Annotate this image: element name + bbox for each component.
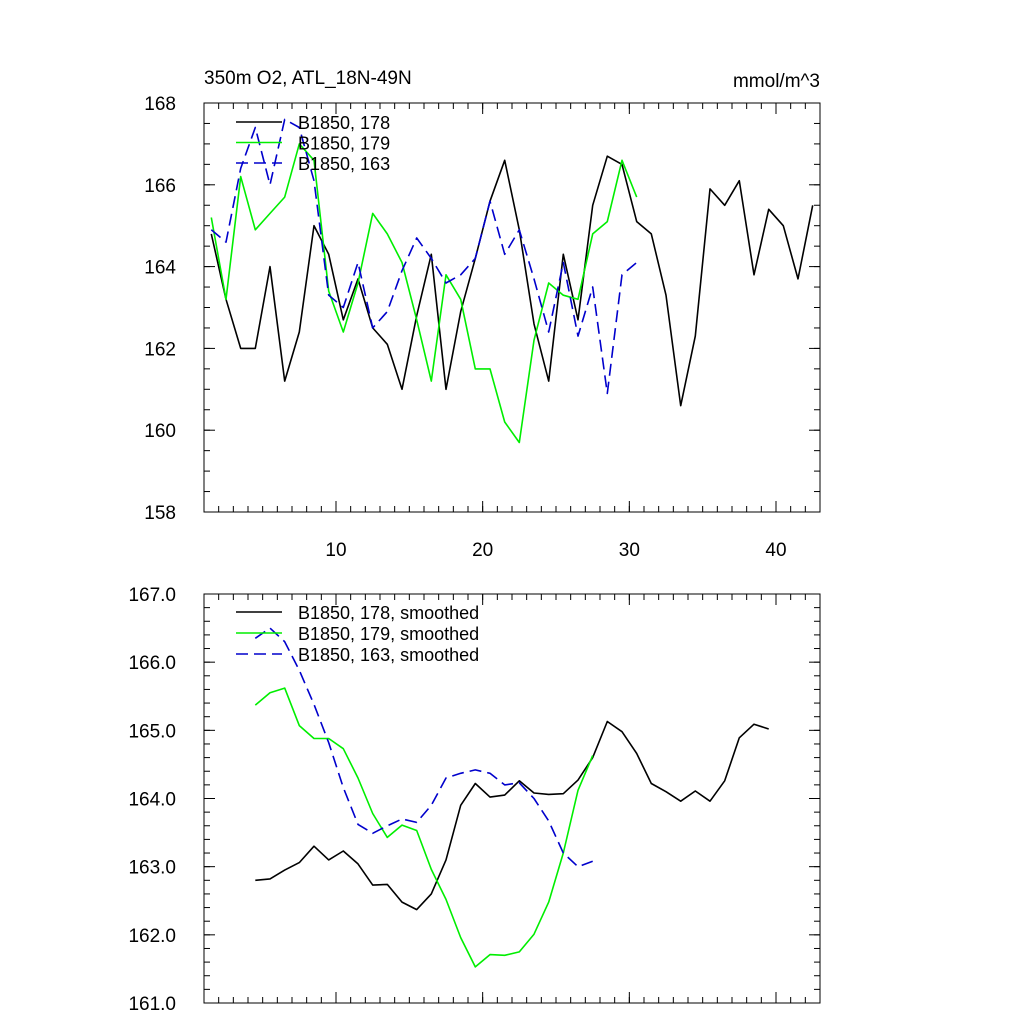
y-tick-label: 166 — [144, 176, 176, 197]
y-tick-label: 163.0 — [128, 858, 176, 879]
x-tick-label: 40 — [765, 540, 786, 561]
y-tick-label: 162.0 — [128, 926, 176, 947]
y-tick-label: 161.0 — [128, 994, 176, 1015]
plot-frame — [203, 593, 821, 1004]
legend-label-1: B1850, 178, smoothed — [298, 603, 479, 623]
chart-title: 350m O2, ATL_18N-49N — [204, 68, 412, 89]
chart-bottom: 161.0 162.0 163.0 164.0 165.0 166.0 167.0 B1850… — [128, 585, 821, 1015]
y-tick-label: 168 — [144, 94, 176, 115]
y-tick-label: 167.0 — [128, 585, 176, 606]
series-line-1 — [210, 155, 814, 407]
x-tick-label: 10 — [325, 540, 346, 561]
x-tick-label: 30 — [619, 540, 640, 561]
chart-units: mmol/m^3 — [733, 71, 820, 92]
series-line-2 — [210, 143, 638, 444]
y-tick-label: 158 — [144, 503, 176, 524]
legend-label-2: B1850, 179, smoothed — [298, 624, 479, 644]
legend-label-3: B1850, 163, smoothed — [298, 645, 479, 665]
x-tick-label: 20 — [472, 540, 493, 561]
series-line-3 — [254, 627, 593, 868]
series-line-1 — [255, 720, 769, 911]
axes-bottom: 161.0 162.0 163.0 164.0 165.0 166.0 167.0 B1850… — [128, 585, 821, 1015]
y-tick-label: 162 — [144, 339, 176, 360]
y-tick-label: 164 — [144, 258, 176, 279]
legend-label-3: B1850, 163 — [298, 154, 390, 174]
series-line-2 — [254, 687, 594, 968]
y-tick-label: 166.0 — [128, 653, 176, 674]
series-line-3 — [210, 118, 638, 395]
y-tick-label: 160 — [144, 421, 176, 442]
plot-frame — [203, 102, 821, 513]
chart-top: 350m O2, ATL_18N-49N mmol/m^3 158 160 162 1… — [144, 68, 821, 561]
y-tick-label: 164.0 — [128, 790, 176, 811]
legend-label-2: B1850, 179 — [298, 134, 390, 154]
y-tick-label: 165.0 — [128, 721, 176, 742]
legend-label-1: B1850, 178 — [298, 113, 390, 133]
